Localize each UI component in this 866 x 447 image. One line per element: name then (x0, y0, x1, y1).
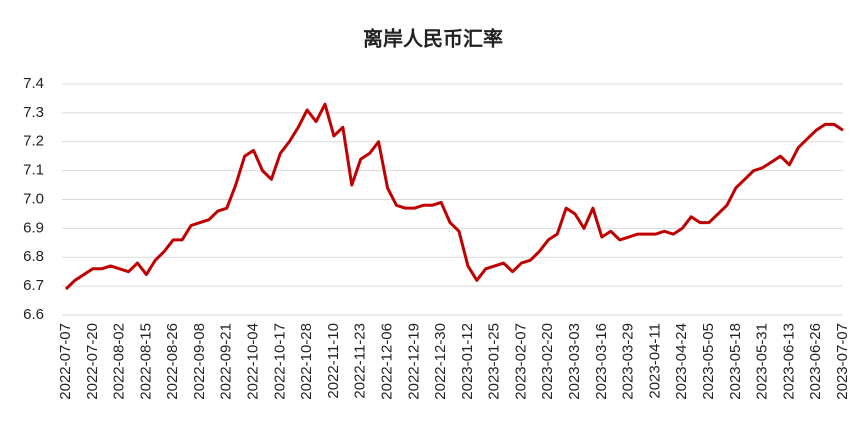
x-tick-label: 2022-11-23 (352, 323, 369, 399)
x-tick-label: 2023-01-12 (459, 323, 476, 400)
x-tick-label: 2022-12-19 (405, 323, 422, 400)
y-tick-label: 7.3 (23, 104, 44, 121)
x-tick-label: 2023-02-07 (512, 323, 529, 400)
y-tick-label: 6.9 (23, 219, 44, 236)
x-tick-label: 2022-09-21 (218, 323, 235, 400)
x-tick-label: 2022-10-17 (271, 323, 288, 400)
y-tick-label: 6.8 (23, 248, 44, 265)
x-tick-label: 2022-09-08 (191, 323, 208, 400)
y-tick-label: 7.0 (23, 190, 44, 207)
x-tick-label: 2022-12-30 (432, 323, 449, 400)
x-tick-label: 2023-01-25 (486, 323, 503, 400)
line-series (64, 102, 844, 291)
x-tick-label: 2023-04-11 (646, 323, 663, 399)
x-tick-label: 2022-07-20 (84, 323, 101, 400)
x-tick-label: 2022-12-06 (378, 323, 395, 400)
x-tick-label: 2023-02-20 (539, 323, 556, 400)
x-tick-label: 2023-05-18 (727, 323, 744, 400)
x-tick-label: 2022-08-26 (164, 323, 181, 400)
x-tick-label: 2023-05-31 (754, 323, 771, 400)
y-tick-label: 7.1 (23, 162, 44, 179)
x-tick-label: 2023-03-03 (566, 323, 583, 400)
x-tick-label: 2022-11-10 (325, 323, 342, 399)
y-tick-label: 7.4 (23, 75, 44, 92)
x-tick-label: 2023-06-26 (807, 323, 824, 400)
y-tick-label: 7.2 (23, 133, 44, 150)
y-tick-label: 6.6 (23, 306, 44, 323)
x-tick-label: 2023-04-24 (673, 323, 690, 400)
x-tick-label: 2022-10-28 (298, 323, 315, 400)
chart-title: 离岸人民币汇率 (363, 26, 503, 50)
y-tick-label: 6.7 (23, 277, 44, 294)
x-tick-label: 2022-07-07 (57, 323, 74, 400)
x-tick-label: 2022-08-02 (111, 323, 128, 400)
x-tick-label: 2022-08-15 (137, 323, 154, 400)
x-tick-label: 2023-07-07 (834, 323, 851, 400)
x-tick-label: 2023-06-13 (780, 323, 797, 400)
x-tick-label: 2023-03-16 (593, 323, 610, 400)
x-tick-label: 2023-05-05 (700, 323, 717, 400)
x-tick-label: 2023-03-29 (620, 323, 637, 400)
x-tick-label: 2022-10-04 (245, 323, 262, 400)
